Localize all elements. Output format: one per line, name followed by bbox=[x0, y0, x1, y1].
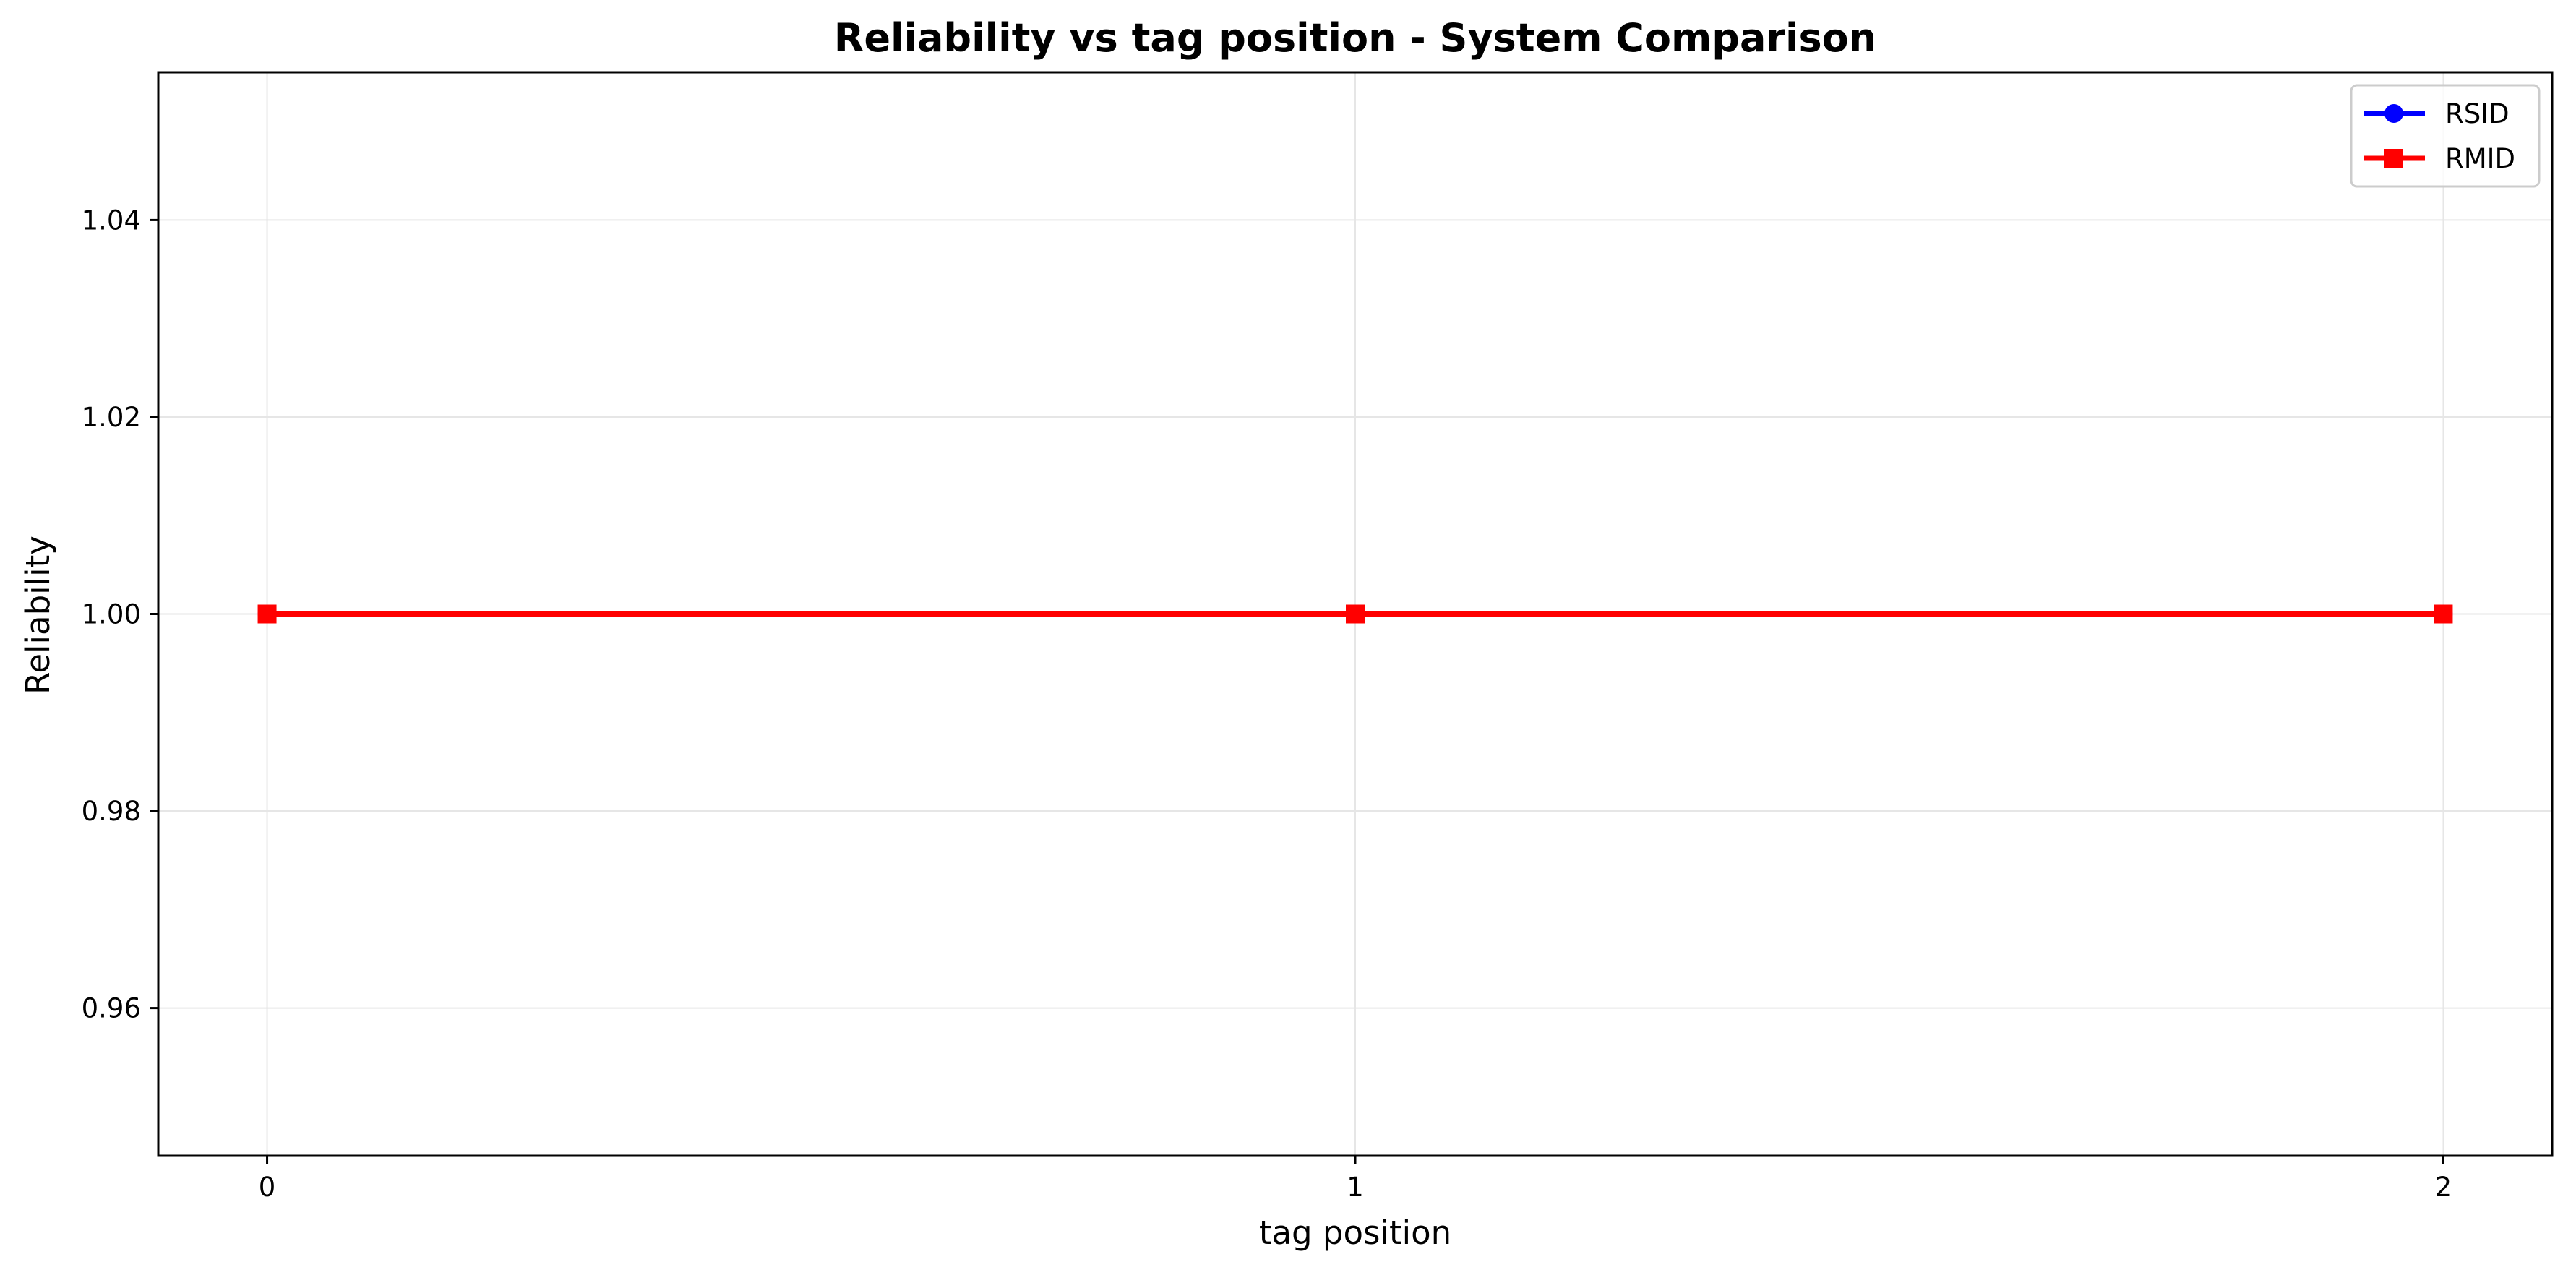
legend-rmid-label: RMID bbox=[2445, 143, 2515, 174]
series-lines bbox=[257, 604, 2453, 624]
series-rmid-point bbox=[1346, 604, 1365, 624]
x-tick-label: 2 bbox=[2435, 1172, 2452, 1203]
legend-item-rmid: RMID bbox=[2364, 143, 2515, 174]
legend-rsid-marker bbox=[2384, 104, 2403, 123]
legend: RSID RMID bbox=[2350, 84, 2541, 188]
x-tick-label: 1 bbox=[1347, 1172, 1364, 1203]
x-axis-label: tag position bbox=[1259, 1214, 1451, 1252]
legend-rsid-label: RSID bbox=[2445, 98, 2510, 129]
y-axis: 0.96 0.98 1.00 1.02 1.04 bbox=[82, 205, 158, 1024]
legend-rmid-marker bbox=[2384, 149, 2403, 168]
y-tick-label: 1.00 bbox=[82, 599, 141, 630]
y-tick-label: 1.02 bbox=[82, 402, 141, 433]
y-tick-label: 1.04 bbox=[82, 205, 141, 236]
y-axis-label: Reliability bbox=[19, 536, 57, 695]
series-rmid-point bbox=[2434, 604, 2453, 624]
x-tick-label: 0 bbox=[259, 1172, 276, 1203]
x-axis: 0 1 2 bbox=[259, 1156, 2452, 1203]
series-rmid-point bbox=[257, 604, 277, 624]
legend-item-rsid: RSID bbox=[2364, 98, 2510, 129]
y-tick-label: 0.98 bbox=[82, 796, 141, 827]
y-tick-label: 0.96 bbox=[82, 993, 141, 1024]
plot-area bbox=[157, 71, 2554, 1157]
chart-title: Reliability vs tag position - System Com… bbox=[834, 15, 1876, 61]
